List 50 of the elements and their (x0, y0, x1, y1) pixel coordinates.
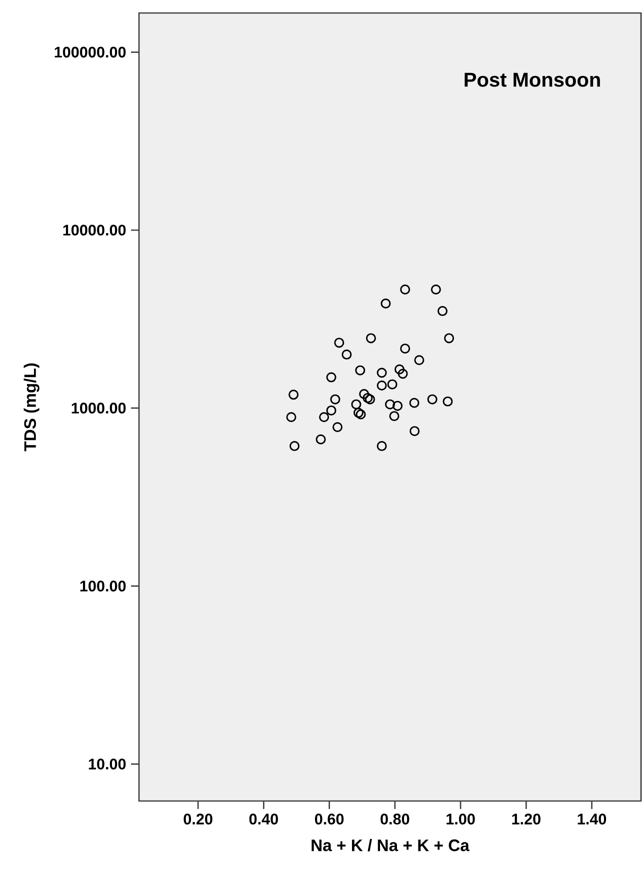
x-tick-label: 0.20 (184, 814, 212, 824)
point (319, 412, 330, 422)
y-tick-label: 100.00 (80, 580, 126, 592)
point (398, 368, 408, 379)
point (394, 364, 405, 374)
point (430, 284, 441, 294)
x-tick-label: 1.20 (512, 814, 540, 824)
point (380, 298, 391, 309)
y-tick-label: 10000.00 (63, 224, 126, 236)
point (351, 399, 362, 410)
point (342, 350, 352, 360)
point (326, 372, 336, 382)
point (427, 394, 438, 404)
point (366, 333, 376, 344)
point (376, 380, 387, 390)
point (359, 389, 370, 400)
point (444, 333, 454, 344)
x-tick-label: 0.80 (380, 814, 410, 824)
point (332, 422, 343, 432)
y-tick-label: 1000.00 (72, 402, 126, 414)
point (286, 412, 296, 422)
point (392, 400, 403, 411)
point (385, 399, 396, 410)
x-tick-label: 1.00 (446, 814, 475, 824)
point (334, 338, 344, 348)
point (389, 411, 400, 422)
x-axis-title: Na + K / Na + K + Ca (312, 838, 470, 852)
point (409, 398, 420, 408)
point (410, 426, 420, 436)
point (355, 365, 366, 376)
point (326, 405, 336, 416)
x-tick-label: 0.40 (249, 814, 278, 824)
point (438, 306, 448, 316)
point (288, 390, 299, 400)
point (414, 355, 424, 366)
text: Post Monsoon (464, 72, 600, 87)
y-tick-label: 100000.00 (54, 46, 126, 58)
x-tick-label: 0.60 (314, 814, 344, 824)
point (376, 441, 387, 452)
point (316, 434, 326, 444)
point (387, 379, 398, 390)
point (330, 394, 340, 404)
point (442, 396, 453, 406)
point (400, 344, 410, 354)
x-tick-label: 1.40 (578, 814, 606, 824)
point (376, 368, 387, 378)
y-tick-label: 10.00 (88, 758, 126, 770)
y-axis-title: TDS (mg/L) (24, 363, 40, 452)
point (400, 284, 410, 294)
point (290, 441, 300, 452)
